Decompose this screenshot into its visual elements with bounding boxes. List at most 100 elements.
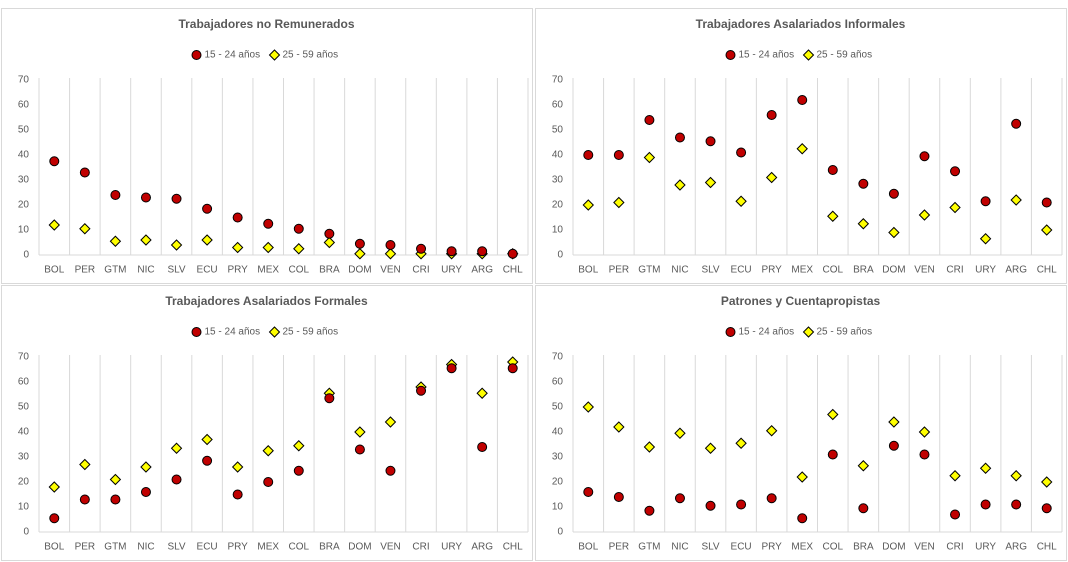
y-tick-label: 30 bbox=[18, 175, 30, 186]
data-point bbox=[765, 425, 778, 437]
data-point bbox=[384, 416, 397, 428]
data-point bbox=[979, 233, 992, 245]
data-point bbox=[354, 444, 365, 455]
data-point bbox=[980, 499, 991, 510]
data-point bbox=[1041, 503, 1052, 514]
data-point bbox=[980, 196, 991, 207]
data-point bbox=[79, 223, 91, 235]
x-tick-label: COL bbox=[289, 265, 310, 276]
data-point bbox=[507, 363, 518, 374]
x-tick-label: MEX bbox=[791, 265, 813, 276]
y-tick-label: 20 bbox=[552, 200, 564, 211]
x-tick-label: BOL bbox=[578, 542, 598, 553]
data-point bbox=[171, 474, 182, 485]
y-tick-label: 40 bbox=[552, 427, 564, 438]
data-point bbox=[705, 500, 716, 511]
data-point bbox=[918, 209, 931, 221]
data-point bbox=[293, 223, 304, 234]
data-point bbox=[109, 473, 122, 486]
data-point bbox=[858, 178, 869, 189]
data-point bbox=[1011, 499, 1022, 510]
data-point bbox=[857, 460, 870, 472]
x-tick-label: ARG bbox=[471, 542, 493, 553]
data-point bbox=[827, 408, 839, 421]
y-tick-label: 50 bbox=[552, 402, 564, 413]
data-point bbox=[705, 136, 716, 147]
x-tick-label: CRI bbox=[412, 265, 429, 276]
y-tick-label: 30 bbox=[552, 175, 564, 186]
data-point bbox=[950, 166, 961, 177]
chart-title: Trabajadores Asalariados Informales bbox=[696, 17, 906, 31]
x-tick-label: BOL bbox=[578, 265, 598, 276]
legend-marker bbox=[725, 327, 736, 337]
data-point bbox=[918, 426, 931, 438]
data-point bbox=[613, 492, 624, 502]
x-tick-label: SLV bbox=[701, 542, 719, 553]
x-tick-label: ECU bbox=[197, 265, 218, 276]
y-tick-label: 10 bbox=[18, 502, 30, 513]
data-point bbox=[48, 481, 60, 493]
y-tick-label: 20 bbox=[552, 477, 564, 488]
data-point bbox=[202, 203, 213, 214]
data-point bbox=[354, 426, 366, 438]
data-point bbox=[140, 192, 151, 203]
y-tick-label: 20 bbox=[18, 477, 30, 488]
x-tick-label: DOM bbox=[882, 542, 905, 553]
x-tick-label: GTM bbox=[104, 265, 126, 276]
x-tick-label: DOM bbox=[348, 542, 371, 553]
legend-marker bbox=[725, 50, 736, 60]
y-tick-label: 70 bbox=[552, 75, 564, 86]
x-tick-label: GTM bbox=[104, 542, 126, 553]
y-tick-label: 60 bbox=[552, 100, 564, 111]
y-tick-label: 40 bbox=[552, 150, 564, 161]
x-tick-label: GTM bbox=[638, 542, 660, 553]
y-tick-label: 40 bbox=[18, 427, 30, 438]
data-point bbox=[613, 150, 624, 160]
data-point bbox=[140, 461, 152, 473]
x-tick-label: URY bbox=[441, 542, 462, 553]
data-point bbox=[888, 188, 899, 199]
data-point bbox=[232, 489, 243, 500]
data-point bbox=[674, 427, 686, 439]
x-tick-label: SLV bbox=[167, 542, 185, 553]
y-tick-label: 60 bbox=[552, 377, 564, 388]
data-point bbox=[232, 212, 243, 223]
legend-label: 25 - 59 años bbox=[817, 327, 873, 338]
data-point bbox=[49, 513, 60, 524]
data-point bbox=[857, 218, 870, 230]
y-tick-label: 10 bbox=[552, 225, 564, 236]
x-tick-label: ARG bbox=[1005, 265, 1027, 276]
legend-marker bbox=[802, 49, 815, 61]
x-tick-label: ECU bbox=[731, 542, 752, 553]
x-tick-label: COL bbox=[289, 542, 310, 553]
x-tick-label: PRY bbox=[761, 542, 782, 553]
data-point bbox=[644, 505, 655, 516]
y-tick-label: 70 bbox=[552, 352, 564, 363]
data-point bbox=[324, 228, 335, 239]
data-point bbox=[293, 243, 305, 255]
x-tick-label: BRA bbox=[853, 265, 874, 276]
data-point bbox=[827, 449, 838, 460]
data-point bbox=[1010, 470, 1022, 482]
x-tick-label: URY bbox=[975, 265, 996, 276]
data-point bbox=[766, 493, 777, 504]
y-tick-label: 50 bbox=[18, 402, 30, 413]
data-point bbox=[416, 243, 427, 254]
data-point bbox=[888, 416, 900, 428]
y-tick-label: 40 bbox=[18, 150, 30, 161]
data-point bbox=[766, 110, 777, 120]
x-tick-label: CHL bbox=[503, 542, 523, 553]
data-point bbox=[49, 156, 60, 167]
legend-marker bbox=[268, 49, 281, 61]
x-tick-label: MEX bbox=[257, 265, 279, 276]
data-point bbox=[583, 150, 594, 160]
data-point bbox=[735, 195, 747, 207]
data-point bbox=[79, 167, 90, 178]
data-point bbox=[583, 487, 594, 497]
x-tick-label: GTM bbox=[638, 265, 660, 276]
data-point bbox=[704, 442, 717, 454]
data-point bbox=[231, 241, 244, 254]
data-point bbox=[170, 239, 183, 251]
y-tick-label: 70 bbox=[18, 75, 30, 86]
